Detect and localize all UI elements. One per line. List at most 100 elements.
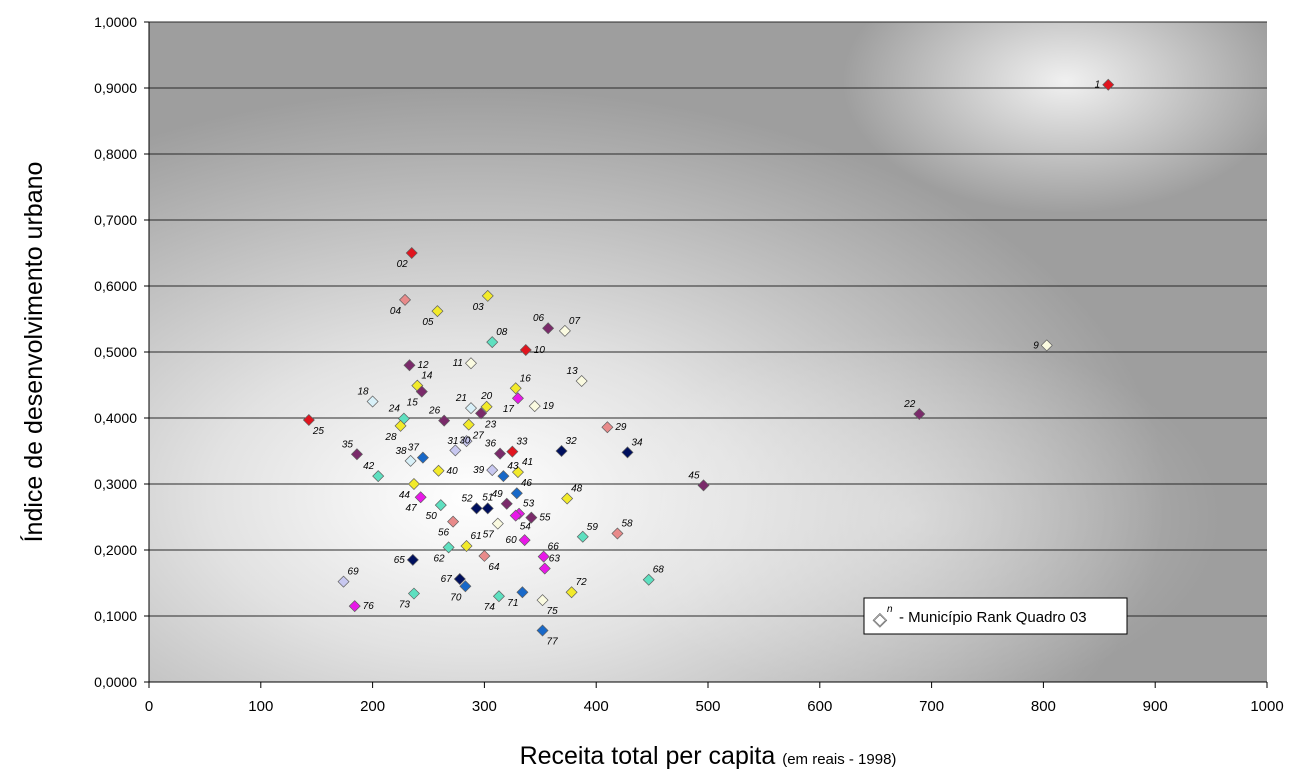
data-point	[525, 511, 538, 524]
data-point	[366, 395, 379, 408]
data-point	[538, 562, 551, 575]
point-label: 21	[455, 393, 467, 404]
data-point	[460, 435, 473, 448]
y-tick-label: 0,4000	[94, 410, 137, 426]
data-point	[565, 586, 578, 599]
point-label: 46	[521, 478, 533, 489]
data-point	[913, 408, 926, 421]
data-point	[337, 575, 350, 588]
point-label: 16	[520, 373, 532, 384]
point-label: 68	[653, 565, 665, 576]
point-label: 49	[492, 489, 504, 500]
x-tick-label: 100	[248, 698, 273, 715]
point-label: 18	[357, 387, 369, 398]
data-point	[460, 540, 473, 553]
data-point	[478, 549, 491, 562]
data-point	[464, 402, 477, 415]
point-label: 75	[547, 606, 559, 617]
point-label: 35	[342, 439, 354, 450]
data-point	[537, 550, 550, 563]
point-label: 34	[632, 437, 644, 448]
data-point	[621, 446, 634, 459]
data-point	[480, 400, 493, 413]
data-point	[575, 375, 588, 388]
data-point	[432, 464, 445, 477]
legend: ◇ n - Município Rank Quadro 03	[863, 597, 1128, 635]
data-point	[486, 336, 499, 349]
point-label: 36	[485, 439, 497, 450]
point-label: 31	[447, 436, 458, 447]
data-point	[453, 573, 466, 586]
data-point	[404, 454, 417, 467]
point-label: 47	[406, 503, 418, 514]
data-point	[459, 580, 472, 593]
data-point	[1040, 339, 1053, 352]
legend-text: - Município Rank Quadro 03	[899, 609, 1087, 626]
data-point	[302, 413, 315, 426]
data-point	[601, 421, 614, 434]
point-label: 22	[903, 399, 916, 410]
point-label: 76	[363, 601, 375, 612]
data-point	[416, 451, 429, 464]
point-label: 10	[534, 345, 546, 356]
point-label: 27	[472, 431, 485, 442]
point-label: 52	[461, 493, 473, 504]
y-tick-label: 0,9000	[94, 80, 137, 96]
point-label: 38	[395, 446, 407, 457]
y-tick-label: 0,6000	[94, 278, 137, 294]
point-label: 77	[547, 637, 559, 648]
data-point	[449, 444, 462, 457]
data-point	[491, 517, 504, 530]
point-label: 62	[433, 553, 445, 564]
point-label: 28	[384, 432, 397, 443]
point-label: 50	[426, 511, 438, 522]
point-label: 1	[1095, 80, 1101, 91]
point-label: 44	[399, 490, 411, 501]
point-label: 74	[484, 602, 496, 613]
point-label: 03	[473, 302, 485, 313]
data-point	[518, 534, 531, 547]
data-point	[500, 497, 513, 510]
point-label: 70	[450, 592, 462, 603]
data-point	[462, 418, 475, 431]
x-tick-label: 900	[1143, 698, 1168, 715]
data-point	[511, 466, 524, 479]
data-point	[414, 491, 427, 504]
point-label: 11	[453, 358, 463, 369]
x-axis-title: Receita total per capita	[520, 742, 776, 770]
point-label: 29	[614, 422, 627, 433]
point-label: 04	[390, 306, 402, 317]
data-points	[302, 78, 1115, 637]
point-label: 15	[407, 398, 419, 409]
point-label: 32	[566, 436, 578, 447]
y-tick-label: 0,5000	[94, 344, 137, 360]
point-label: 69	[348, 567, 360, 578]
point-label: 02	[397, 259, 409, 270]
point-label: 07	[569, 316, 581, 327]
legend-box	[863, 597, 1128, 635]
data-point	[542, 322, 555, 335]
data-point	[481, 502, 494, 515]
data-point	[697, 479, 710, 492]
data-point	[510, 487, 523, 500]
data-point	[511, 392, 524, 405]
y-tick-label: 0,7000	[94, 212, 137, 228]
x-tick-label: 600	[807, 698, 832, 715]
x-axis-title-group: Receita total per capita (em reais - 199…	[520, 742, 897, 770]
data-point	[1102, 78, 1115, 91]
point-label: 73	[399, 600, 411, 611]
point-label: 05	[422, 317, 434, 328]
x-tick-label: 400	[584, 698, 609, 715]
data-point	[536, 624, 549, 637]
point-labels: 1 02 03 04 05 06 07 08 9 10 11 12 13 14 15 16 17 18 19 20 21…	[312, 80, 1100, 648]
data-point	[509, 509, 522, 522]
y-tick-label: 0,1000	[94, 608, 137, 624]
point-label: 25	[312, 426, 325, 437]
point-label: 59	[587, 522, 599, 533]
point-label: 24	[388, 404, 401, 415]
x-tick-label: 800	[1031, 698, 1056, 715]
data-point	[403, 359, 416, 372]
data-point	[509, 382, 522, 395]
